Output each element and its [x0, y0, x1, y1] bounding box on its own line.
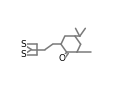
Text: S: S [20, 50, 26, 59]
Text: O: O [58, 54, 65, 63]
Text: S: S [20, 40, 26, 49]
